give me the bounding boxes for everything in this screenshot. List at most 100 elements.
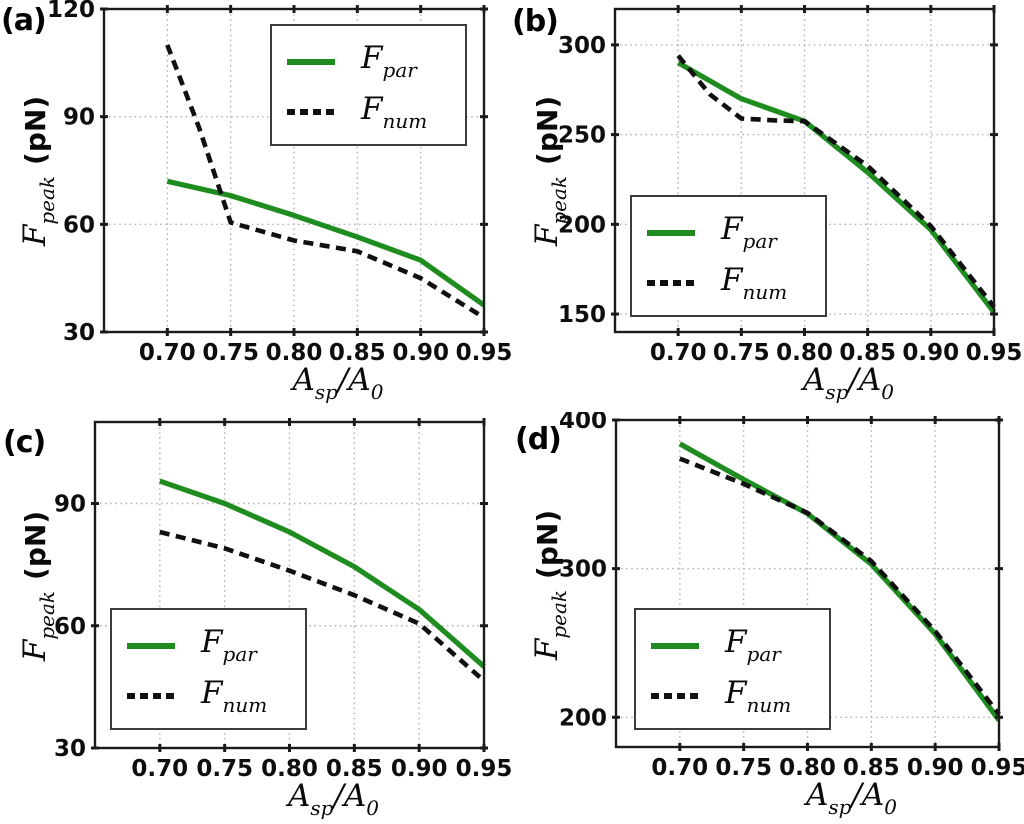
tick-marks [612,416,1003,751]
tick-labels: 0.70 0.75 0.80 0.85 0.90 0.95 30 60 90 [54,492,512,783]
y-tick-label: 60 [54,614,86,640]
legend-label-fpar: Fpar [201,624,257,667]
tick-labels: 0.70 0.75 0.80 0.85 0.90 0.95 30 60 90 120 [47,0,512,366]
x-tick-label: 0.85 [843,755,900,781]
x-axis-label-c: Asp/A0 [287,778,380,820]
y-tick-label: 150 [558,302,606,328]
legend-entry-fpar: Fpar [287,43,465,80]
subplot-d: 0.70 0.75 0.80 0.85 0.90 0.95 200 300 400 (d) Fp… [512,412,1024,824]
panel-label-d: (d) [515,422,562,457]
tick-labels: 0.70 0.75 0.80 0.85 0.90 0.95 200 300 400 [559,412,1024,781]
ylabel-symbol: F [17,224,53,247]
x-tick-label: 0.80 [776,340,833,366]
x-tick-label: 0.90 [907,755,964,781]
legend-swatch-dashed-line [287,109,335,116]
legend-entry-fpar: Fpar [647,214,825,251]
y-axis-label-c: Fpeak(pN) [17,510,59,662]
tick-labels: 0.70 0.75 0.80 0.85 0.90 0.95 150 200 250 300 [558,33,1022,366]
xlabel-sub-sp: sp [314,380,338,404]
legend-entry-fpar: Fpar [651,627,829,664]
x-tick-label: 0.75 [713,340,770,366]
x-tick-label: 0.90 [392,340,449,366]
series-F_num [165,44,486,320]
y-axis-label-a: Fpeak (pN) [17,41,63,301]
x-tick-label: 0.85 [839,340,896,366]
x-tick-label: 0.80 [261,756,318,782]
y-tick-label: 90 [63,105,95,131]
legend-entry-fpar: Fpar [127,627,305,664]
series-F_num [159,529,486,683]
xlabel-slash: / [337,362,349,398]
gridlines [616,420,999,747]
y-tick-label: 120 [47,0,95,23]
series-lines [678,441,1002,722]
legend-label-fnum: Fnum [201,674,268,717]
x-axis-label-b: Asp/A0 [802,362,895,404]
plot-area-c: 0.70 0.75 0.80 0.85 0.90 0.95 30 60 90 [54,418,512,783]
x-tick-label: 0.95 [966,340,1023,366]
x-tick-label: 0.85 [326,756,383,782]
legend-label-fpar: Fpar [721,211,777,254]
y-tick-label: 300 [559,557,607,583]
legend-entry-fnum: Fnum [287,90,465,133]
series-lines [676,54,997,314]
legend-swatch-dashed-line [647,280,695,287]
y-tick-label: 300 [558,33,606,59]
y-tick-label: 90 [54,492,86,518]
x-tick-label: 0.95 [456,756,512,782]
tick-marks [611,5,998,336]
subplot-b: 0.70 0.75 0.80 0.85 0.90 0.95 150 200 250 300 (b)… [512,0,1024,412]
x-tick-label: 0.95 [971,755,1024,781]
legend-label-fpar: Fpar [361,40,417,83]
y-tick-label: 30 [54,736,86,762]
x-tick-label: 0.70 [139,340,196,366]
x-tick-label: 0.80 [779,755,836,781]
xlabel-sub-0: 0 [370,380,384,404]
legend-a: Fpar Fnum [270,24,467,146]
x-tick-label: 0.70 [651,755,708,781]
series-lines [158,478,486,683]
legend-entry-fnum: Fnum [651,674,829,717]
legend-label-fpar: Fpar [725,624,781,667]
series-F_num [678,456,1001,716]
x-tick-label: 0.70 [131,756,188,782]
series-F_par [676,60,997,314]
legend-c: Fpar Fnum [110,608,307,730]
x-tick-label: 0.80 [266,340,323,366]
legend-label-fnum: Fnum [721,261,788,304]
y-axis-label-b: Fpeak(pN) [529,95,571,247]
legend-label-fnum: Fnum [725,674,792,717]
x-tick-label: 0.90 [902,340,959,366]
plot-area-d: 0.70 0.75 0.80 0.85 0.90 0.95 200 300 400 [559,412,1024,781]
ylabel-unit: (pN) [19,95,52,165]
y-tick-label: 400 [559,412,607,434]
legend-swatch-dashed-line [127,693,175,700]
panel-label-a: (a) [1,3,47,38]
panel-label-b: (b) [512,4,559,39]
x-axis-label-a: Asp/A0 [148,362,528,404]
series-F_par [158,478,486,669]
legend-swatch-solid-line [647,229,695,236]
plot-area-a: 0.70 0.75 0.80 0.85 0.90 0.95 30 60 90 120 [47,0,512,366]
legend-swatch-dashed-line [651,693,699,700]
x-tick-label: 0.95 [456,340,512,366]
x-tick-label: 0.90 [391,756,448,782]
tick-marks [100,5,488,336]
y-tick-label: 250 [558,123,606,149]
tick-marks [91,418,488,752]
legend-d: Fpar Fnum [634,608,831,730]
y-tick-label: 60 [63,212,95,238]
panel-label-c: (c) [3,425,46,460]
y-tick-label: 200 [559,705,607,731]
y-tick-label: 200 [558,212,606,238]
series-F_num [676,54,996,309]
xlabel-A0: A [348,362,371,398]
y-tick-label: 30 [63,320,95,346]
x-tick-label: 0.70 [650,340,707,366]
legend-b: Fpar Fnum [630,195,827,317]
series-lines [165,44,486,320]
legend-label-fnum: Fnum [361,90,428,133]
y-axis-label-d: Fpeak(pN) [529,509,571,661]
xlabel-A: A [292,362,315,398]
